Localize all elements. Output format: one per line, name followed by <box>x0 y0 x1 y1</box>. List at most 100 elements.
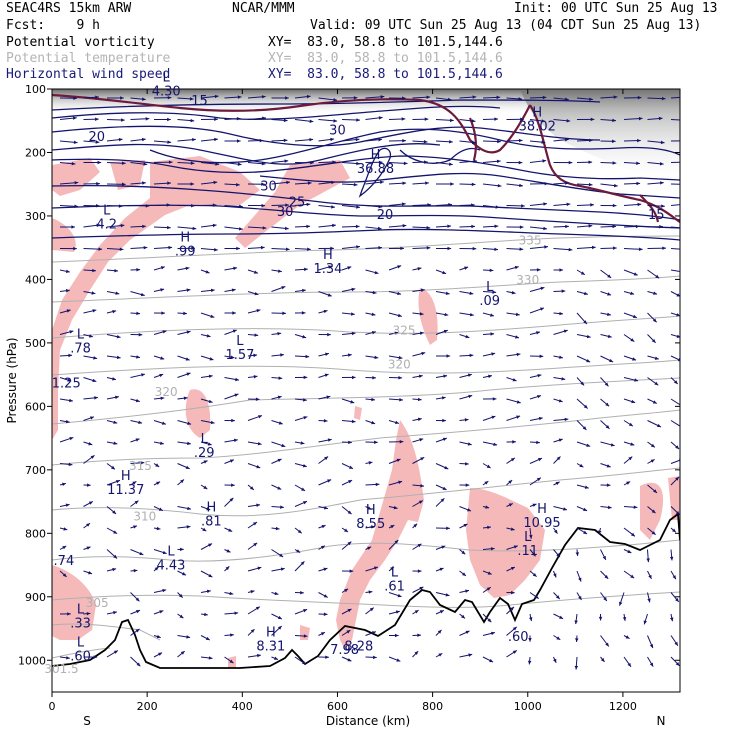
theta-contour-label: 305 <box>86 596 109 610</box>
wind-vector-arrow <box>365 631 377 636</box>
wind-vector-arrow <box>365 355 379 360</box>
wind-vector-arrow <box>247 309 261 314</box>
wind-vector-arrow <box>365 440 378 445</box>
wind-vector-arrow <box>600 118 616 123</box>
wind-vector-arrow <box>553 613 564 620</box>
wind-vector-arrow <box>153 396 165 401</box>
theta-contour-label: 330 <box>516 273 539 287</box>
wind-vector-arrow <box>130 245 148 250</box>
wind-vector-arrow <box>647 441 656 448</box>
wind-vector-arrow <box>153 373 164 378</box>
wind-vector-arrow <box>153 588 167 593</box>
wind-vector-arrow <box>153 95 172 100</box>
pv-fill-region <box>52 218 76 252</box>
wind-vector-arrow <box>646 549 650 563</box>
wind-vector-arrow <box>412 609 419 615</box>
wind-vector-arrow <box>623 377 639 382</box>
y-tick-label: 400 <box>25 273 46 286</box>
wind-vector-arrow <box>247 415 263 421</box>
wind-vector-arrow <box>412 500 424 507</box>
wind-vector-arrow <box>623 456 633 464</box>
wind-vector-arrow <box>412 438 424 443</box>
wind-vector-arrow <box>647 484 658 494</box>
wind-vector-arrow <box>224 204 243 209</box>
wind-vector-arrow <box>106 182 126 186</box>
theta-contour <box>52 647 111 659</box>
wind-vector-arrow <box>200 635 211 641</box>
wind-vector-arrow <box>506 290 516 295</box>
extremum-value: 8.55 <box>356 517 385 532</box>
wind-vector-arrow <box>106 204 123 208</box>
wind-vector-arrow <box>412 312 424 316</box>
wind-vector-arrow <box>224 497 234 507</box>
wind-vector-arrow <box>506 117 524 122</box>
wind-vector-arrow <box>482 352 496 357</box>
wind-vector-arrow <box>294 500 308 507</box>
wind-vector-arrow <box>482 547 495 551</box>
extremum-marker: H <box>366 503 376 518</box>
wind-vector-arrow <box>670 291 680 297</box>
wind-vector-arrow <box>271 247 290 251</box>
wind-vector-arrow <box>529 119 546 123</box>
wind-vector-arrow <box>59 225 76 229</box>
wind-vector-arrow <box>224 565 230 572</box>
wind-vector-arrow <box>294 441 305 445</box>
wind-vector-arrow <box>459 291 474 296</box>
wind-vector-arrow <box>600 656 605 663</box>
wind-vector-arrow <box>623 334 635 342</box>
wind-vector-arrow <box>412 569 422 573</box>
wind-vector-arrow <box>553 311 564 316</box>
wind-vector-arrow <box>506 503 513 507</box>
wind-vector-arrow <box>647 355 659 360</box>
wind-vector-arrow <box>388 291 402 296</box>
pv-fill-region <box>52 565 96 640</box>
wind-vector-arrow <box>224 116 241 121</box>
wind-vector-arrow <box>318 567 328 572</box>
wind-vector-arrow <box>294 375 308 380</box>
wind-contour-label: 30 <box>329 124 346 139</box>
extremum-marker: H <box>532 105 542 120</box>
wind-vector-arrow <box>670 592 680 603</box>
extremum-value: .61 <box>384 579 405 594</box>
wind-vector-arrow <box>106 268 119 273</box>
wind-vector-arrow <box>529 549 536 557</box>
wind-vector-arrow <box>412 95 431 99</box>
wind-vector-arrow <box>271 353 284 357</box>
wind-contour-label: 30 <box>277 205 294 220</box>
wind-vector-arrow <box>106 463 116 470</box>
wind-vector-arrow <box>153 160 173 164</box>
wind-vector-arrow <box>365 482 380 487</box>
wind-vector-arrow <box>224 527 233 532</box>
wind-vector-arrow <box>200 117 218 122</box>
wind-contour <box>399 147 481 164</box>
wind-vector-arrow <box>529 373 542 378</box>
wind-vector-arrow <box>623 247 643 251</box>
wind-vector-arrow <box>153 245 173 250</box>
wind-vector-arrow <box>200 441 212 446</box>
wind-vector-arrow <box>271 203 289 207</box>
wind-vector-arrow <box>294 160 314 165</box>
wind-vector-arrow <box>553 268 564 272</box>
wind-vector-arrow <box>83 396 98 400</box>
wind-vector-arrow <box>247 521 258 529</box>
wind-vector-arrow <box>153 481 161 486</box>
wind-vector-arrow <box>388 397 403 402</box>
wind-vector-arrow <box>529 245 549 249</box>
wind-vector-arrow <box>106 334 121 339</box>
wind-vector-arrow <box>153 311 165 315</box>
wind-vector-arrow <box>365 655 377 660</box>
wind-contour <box>259 172 680 199</box>
wind-vector-arrow <box>622 613 627 621</box>
wind-vector-arrow <box>59 309 71 314</box>
wind-vector-arrow <box>200 612 208 617</box>
wind-vector-arrow <box>388 138 406 143</box>
wind-vector-arrow <box>553 329 568 335</box>
wind-vector-arrow <box>576 245 596 250</box>
wind-vector-arrow <box>106 137 123 142</box>
wind-vector-arrow <box>224 418 235 423</box>
extremum-value: .78 <box>70 341 91 356</box>
wind-vector-arrow <box>482 247 499 252</box>
wind-vector-arrow <box>529 457 543 464</box>
wind-vector-arrow <box>271 96 289 100</box>
wind-vector-arrow <box>130 162 148 166</box>
